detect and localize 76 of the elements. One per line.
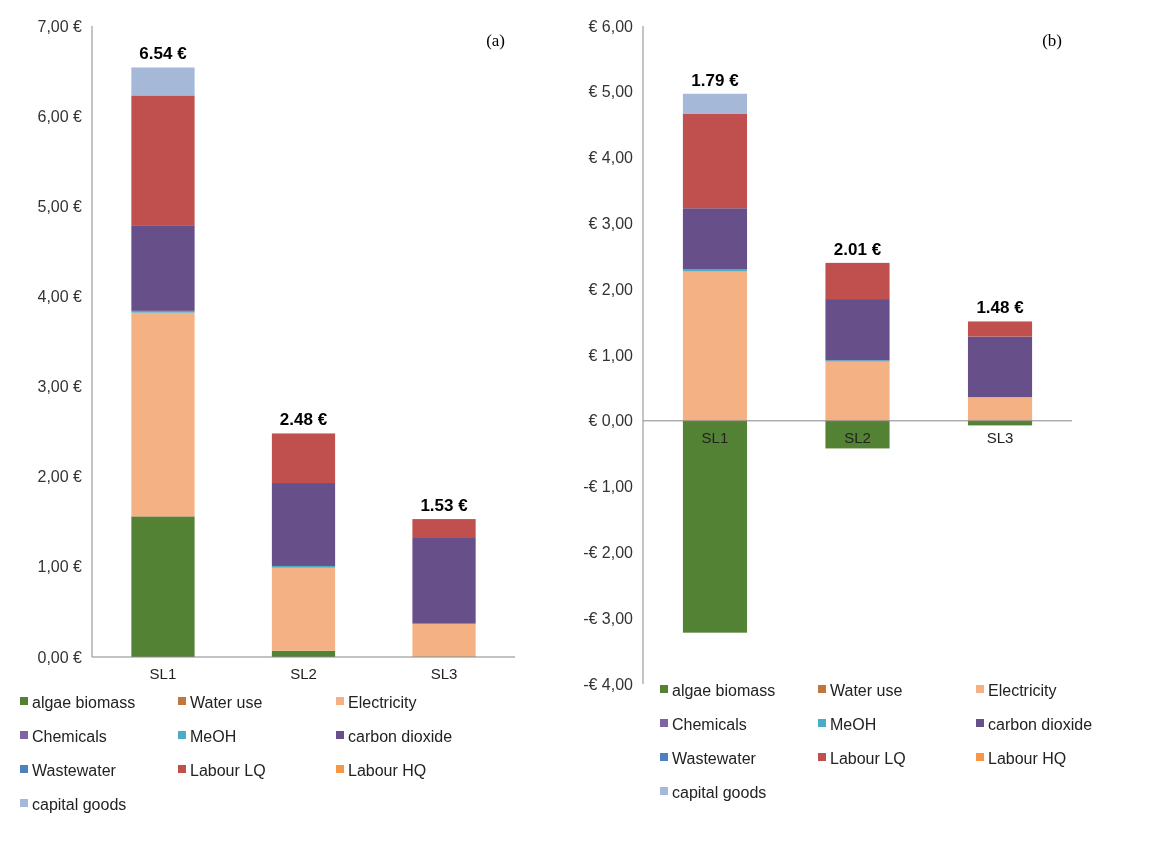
x-tick-label: SL3 <box>986 428 1014 446</box>
bar <box>967 397 1033 421</box>
bar <box>682 208 748 270</box>
x-tick-label: SL1 <box>701 428 729 446</box>
bar <box>131 67 195 96</box>
bar <box>131 312 195 517</box>
legend-label: Wastewater <box>32 761 117 779</box>
y-tick-label: 2,00 € <box>37 468 83 486</box>
y-tick-label: -€ 1,00 <box>583 478 634 496</box>
bar <box>412 623 476 657</box>
legend-label: capital goods <box>672 783 767 801</box>
bar <box>682 271 748 421</box>
bar <box>131 225 195 311</box>
total-label: 6.54 € <box>139 44 188 64</box>
total-label: 1.48 € <box>976 298 1025 318</box>
bar <box>825 262 890 300</box>
bar <box>825 420 890 449</box>
legend-label: Electricity <box>988 681 1057 699</box>
bar <box>682 420 748 633</box>
legend-label: MeOH <box>830 715 877 733</box>
y-tick-label: 0,00 € <box>37 648 83 666</box>
x-tick-label: SL2 <box>290 665 317 682</box>
legend-label: Electricity <box>348 693 417 711</box>
legend-label: Labour HQ <box>348 761 427 779</box>
legend-label: algae biomass <box>672 681 776 699</box>
y-tick-label: 6,00 € <box>37 107 83 125</box>
legend-label: carbon dioxide <box>348 727 453 745</box>
bar <box>271 483 336 566</box>
legend-label: Labour HQ <box>988 749 1067 767</box>
legend-label: Chemicals <box>32 727 107 745</box>
chart-title: (b) <box>1042 31 1062 50</box>
legend-label: carbon dioxide <box>988 715 1093 733</box>
bar <box>825 299 890 361</box>
y-tick-label: -€ 3,00 <box>583 609 634 627</box>
y-tick-label: 3,00 € <box>37 378 83 396</box>
legend-label: MeOH <box>190 727 237 745</box>
y-tick-label: € 1,00 <box>588 346 634 364</box>
legend-label: Chemicals <box>672 715 747 733</box>
legend-label: capital goods <box>32 795 127 813</box>
bar <box>131 516 195 657</box>
chart-title: (a) <box>486 31 505 50</box>
bar <box>131 95 195 226</box>
y-tick-label: 4,00 € <box>37 288 83 306</box>
y-tick-label: -€ 4,00 <box>583 675 634 693</box>
bar <box>412 538 476 624</box>
x-tick-label: SL3 <box>430 665 458 682</box>
total-label: 1.79 € <box>691 70 740 90</box>
legend-label: algae biomass <box>32 693 136 711</box>
bar <box>412 519 476 539</box>
bar <box>967 336 1033 398</box>
legend-label: Water use <box>830 681 903 699</box>
bar <box>271 433 336 484</box>
total-label: 2.48 € <box>279 410 328 430</box>
legend-label: Water use <box>190 693 263 711</box>
y-tick-label: € 3,00 <box>588 215 634 232</box>
y-tick-label: € 0,00 <box>588 412 634 430</box>
y-tick-label: € 6,00 <box>588 17 634 35</box>
y-tick-label: € 4,00 <box>588 149 634 167</box>
bar <box>271 567 336 651</box>
x-tick-label: SL1 <box>149 665 177 682</box>
total-label: 2.01 € <box>833 239 882 259</box>
y-tick-label: -€ 2,00 <box>583 544 634 561</box>
y-tick-label: 1,00 € <box>37 558 83 576</box>
x-tick-label: SL2 <box>844 428 871 446</box>
total-label: 1.53 € <box>420 496 469 516</box>
legend-label: Wastewater <box>672 749 757 767</box>
bar <box>967 321 1033 337</box>
y-tick-label: 7,00 € <box>37 17 83 35</box>
bar <box>682 113 748 209</box>
y-tick-label: € 5,00 <box>588 83 634 101</box>
legend-label: Labour LQ <box>190 761 266 779</box>
bar <box>825 361 890 421</box>
y-tick-label: 5,00 € <box>37 197 83 215</box>
y-tick-label: € 2,00 <box>588 280 634 298</box>
bar <box>682 93 748 114</box>
legend-label: Labour LQ <box>830 749 906 767</box>
